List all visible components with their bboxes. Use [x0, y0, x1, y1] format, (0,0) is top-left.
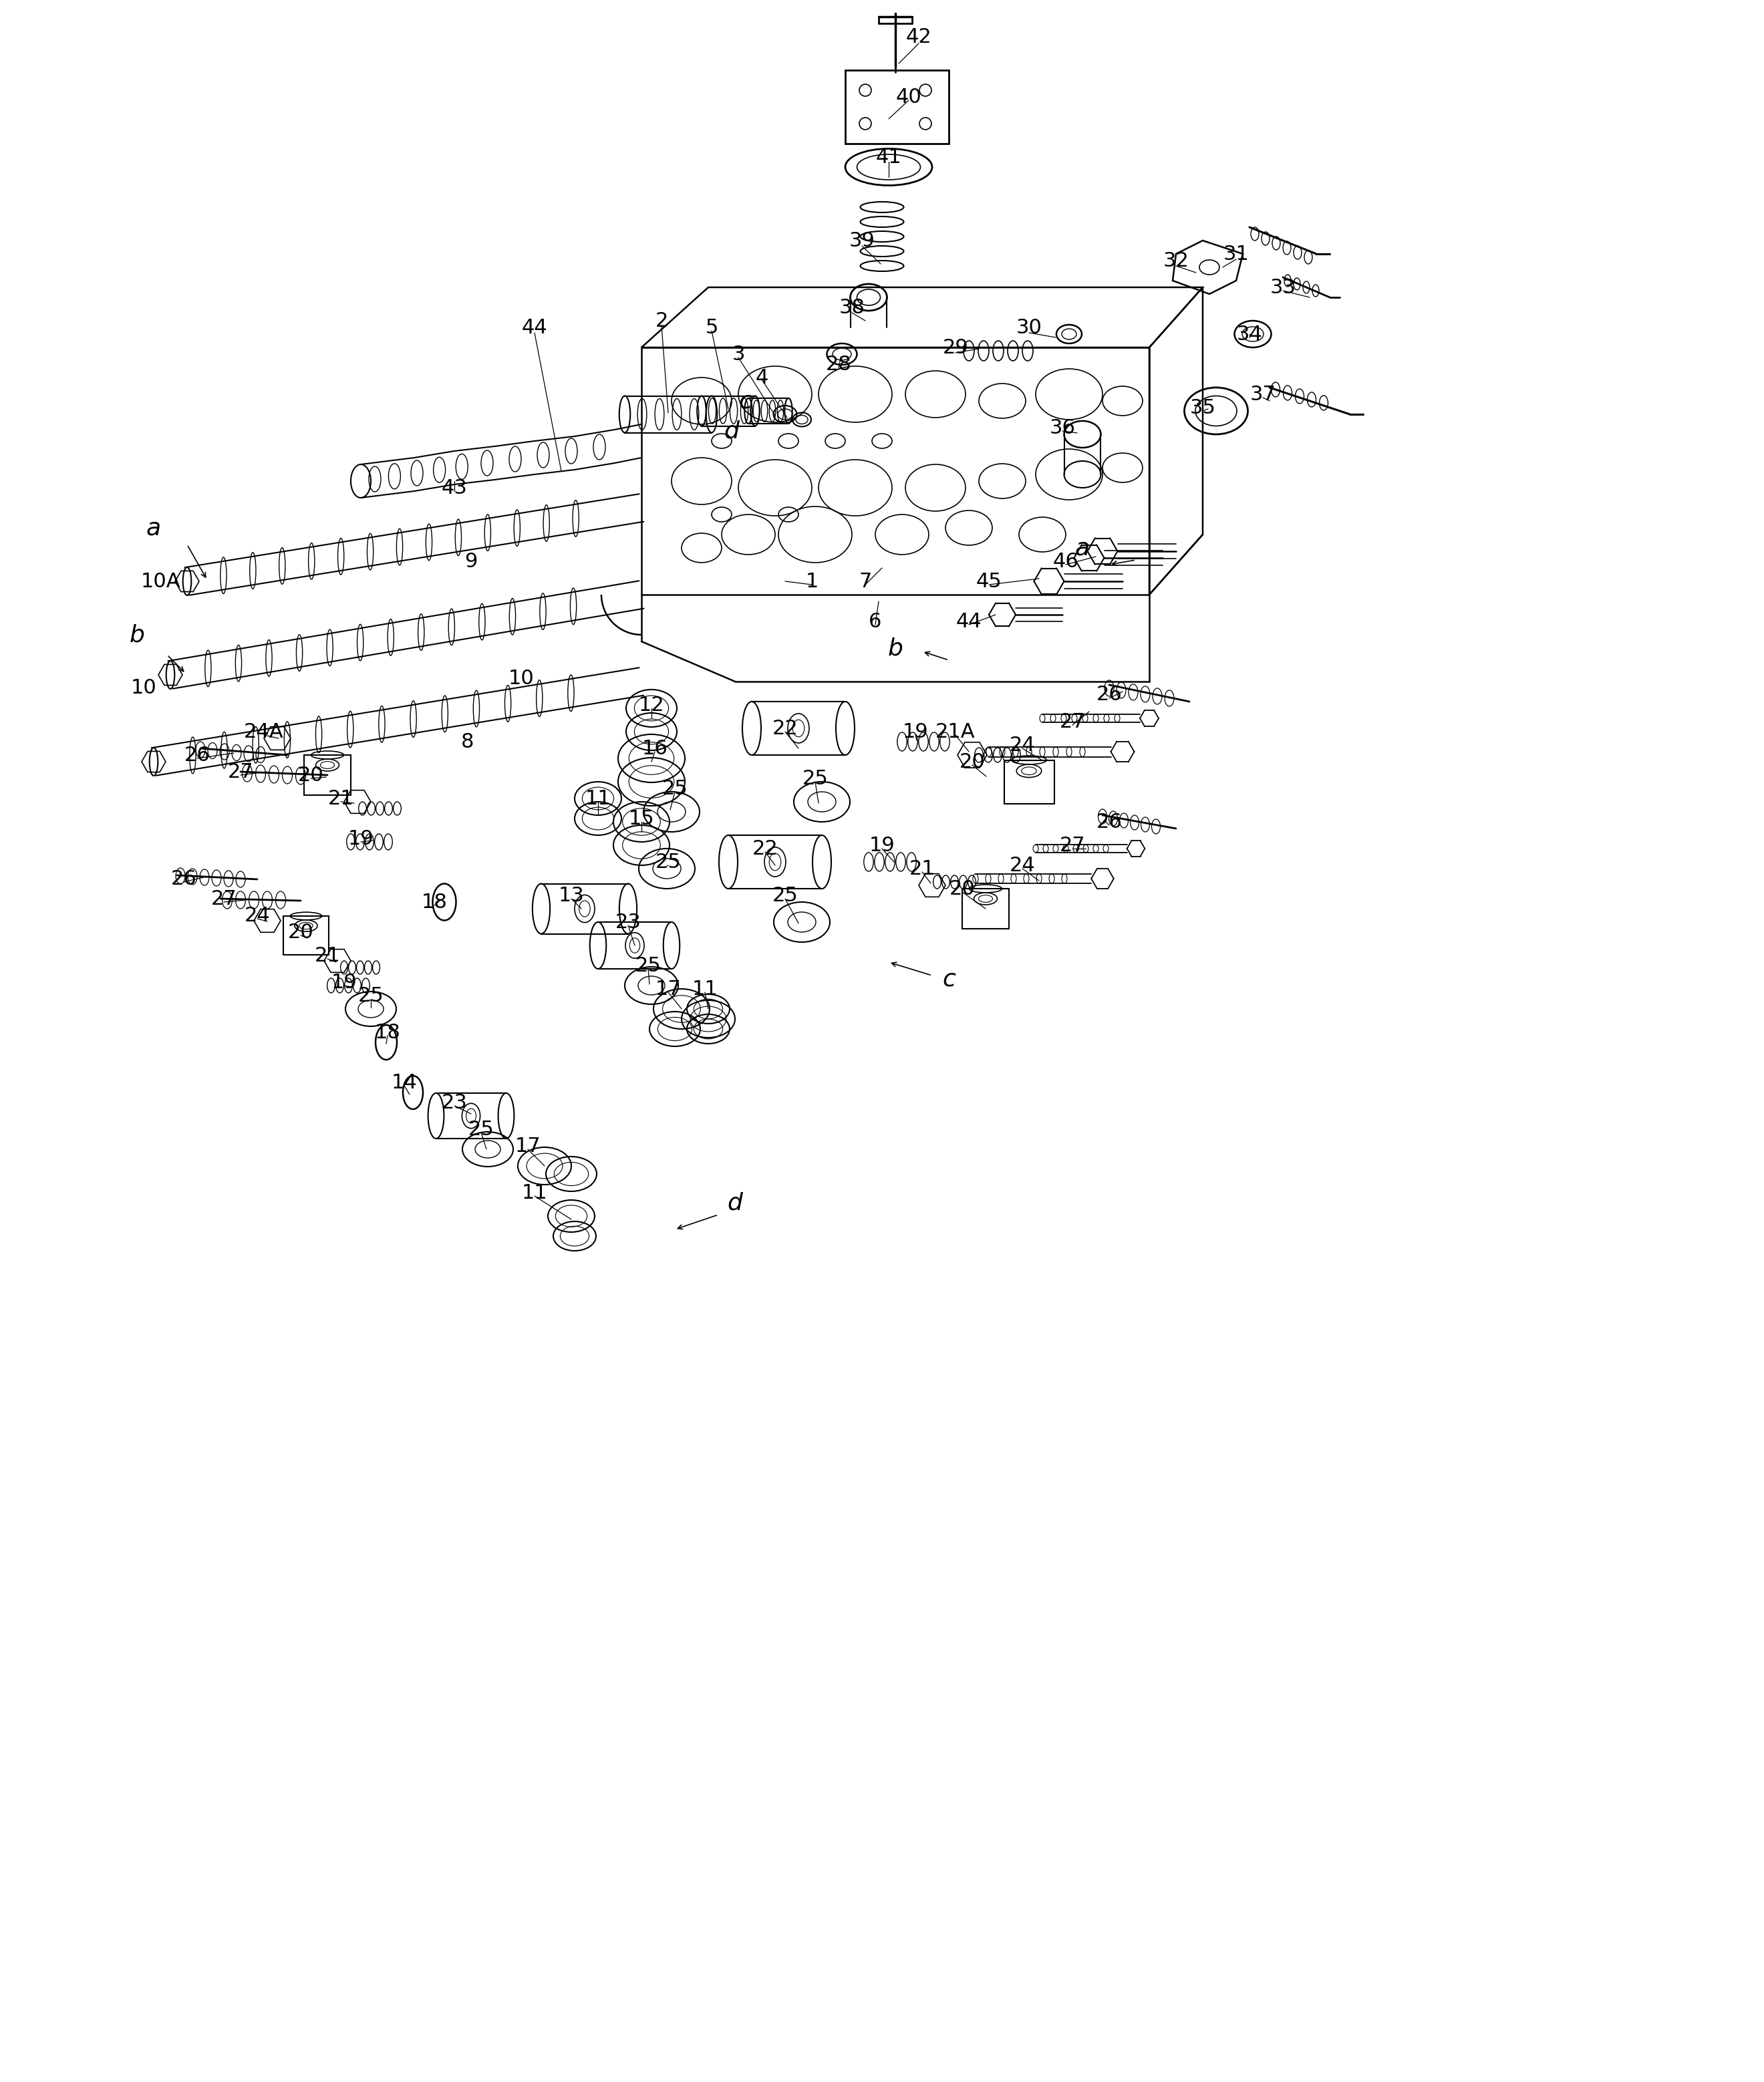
- Text: 19: 19: [870, 835, 894, 856]
- Text: 25: 25: [635, 956, 662, 974]
- Text: 40: 40: [896, 87, 921, 106]
- Text: 25: 25: [654, 852, 681, 872]
- Text: 42: 42: [905, 27, 931, 46]
- Text: 5: 5: [706, 319, 718, 337]
- Text: 11: 11: [586, 789, 610, 808]
- Text: 11: 11: [522, 1183, 547, 1203]
- Text: 25: 25: [803, 768, 827, 789]
- Text: 18: 18: [374, 1022, 400, 1041]
- Text: 3: 3: [732, 344, 744, 364]
- Text: b: b: [887, 637, 903, 660]
- Text: 30: 30: [1016, 319, 1043, 337]
- Text: d: d: [723, 421, 739, 441]
- Text: 10A: 10A: [141, 573, 180, 591]
- Text: 21: 21: [328, 789, 355, 808]
- Text: 37: 37: [1251, 385, 1275, 404]
- Text: 10: 10: [131, 679, 157, 697]
- Text: 8: 8: [460, 733, 475, 752]
- Text: 38: 38: [840, 298, 864, 316]
- Text: 18: 18: [422, 893, 448, 912]
- Text: 15: 15: [628, 808, 654, 829]
- Text: 22: 22: [773, 718, 797, 737]
- Text: 35: 35: [1189, 398, 1215, 416]
- Text: 20: 20: [298, 766, 323, 785]
- Bar: [845, 71, 949, 144]
- Text: d: d: [727, 1191, 743, 1214]
- Text: 23: 23: [441, 1093, 467, 1112]
- Text: 21A: 21A: [935, 722, 975, 741]
- Text: 4: 4: [755, 369, 767, 387]
- Text: 2: 2: [654, 310, 669, 331]
- Text: b: b: [129, 623, 145, 645]
- Text: 26: 26: [171, 868, 198, 889]
- Text: 27: 27: [1060, 712, 1085, 731]
- Text: c: c: [739, 389, 751, 412]
- Text: 43: 43: [441, 479, 467, 498]
- Text: 7: 7: [859, 573, 871, 591]
- Text: 13: 13: [559, 885, 584, 906]
- Text: 10: 10: [508, 668, 534, 687]
- Text: 25: 25: [773, 885, 797, 906]
- Text: 28: 28: [826, 354, 852, 375]
- Text: 31: 31: [1222, 244, 1249, 264]
- Text: 12: 12: [639, 695, 665, 714]
- Text: 17: 17: [654, 979, 681, 999]
- Text: 19: 19: [903, 722, 928, 741]
- Text: 23: 23: [616, 912, 640, 933]
- Text: 24: 24: [243, 906, 270, 924]
- Text: 45: 45: [975, 573, 1002, 591]
- Text: 46: 46: [1053, 552, 1080, 570]
- Text: 19: 19: [332, 972, 356, 991]
- Text: 21: 21: [908, 860, 935, 879]
- Text: 34: 34: [1237, 325, 1263, 344]
- Text: 20: 20: [949, 879, 975, 897]
- Text: 24A: 24A: [243, 722, 284, 741]
- Text: 20: 20: [288, 922, 314, 941]
- Text: 1: 1: [806, 573, 818, 591]
- Text: 25: 25: [467, 1120, 494, 1139]
- Text: c: c: [942, 968, 956, 991]
- Text: 14: 14: [392, 1072, 418, 1093]
- Text: 6: 6: [870, 612, 882, 631]
- Text: 25: 25: [662, 779, 688, 797]
- Text: 20: 20: [960, 752, 984, 772]
- Text: a: a: [146, 516, 161, 539]
- Text: 19: 19: [348, 829, 374, 847]
- Text: 26: 26: [183, 745, 210, 764]
- Text: 26: 26: [1095, 812, 1122, 831]
- Text: 33: 33: [1270, 277, 1297, 298]
- Text: 36: 36: [1050, 418, 1076, 437]
- Text: a: a: [1074, 537, 1090, 560]
- Text: 27: 27: [1060, 835, 1085, 856]
- Text: 24: 24: [1009, 856, 1035, 874]
- Text: 16: 16: [642, 739, 669, 758]
- Text: 17: 17: [515, 1137, 542, 1156]
- Text: 27: 27: [212, 889, 236, 908]
- Text: 9: 9: [464, 552, 478, 570]
- Text: 32: 32: [1162, 252, 1189, 271]
- Text: 26: 26: [1095, 685, 1122, 704]
- Text: 44: 44: [956, 612, 983, 631]
- Text: 39: 39: [848, 231, 875, 250]
- Text: 29: 29: [942, 337, 968, 358]
- Text: 44: 44: [522, 319, 547, 337]
- Text: 41: 41: [875, 148, 901, 167]
- Text: 22: 22: [751, 839, 778, 858]
- Text: 27: 27: [228, 762, 254, 781]
- Text: 25: 25: [358, 987, 385, 1006]
- Text: 11: 11: [691, 979, 718, 999]
- Text: 21: 21: [314, 945, 340, 966]
- Text: 24: 24: [1009, 735, 1035, 754]
